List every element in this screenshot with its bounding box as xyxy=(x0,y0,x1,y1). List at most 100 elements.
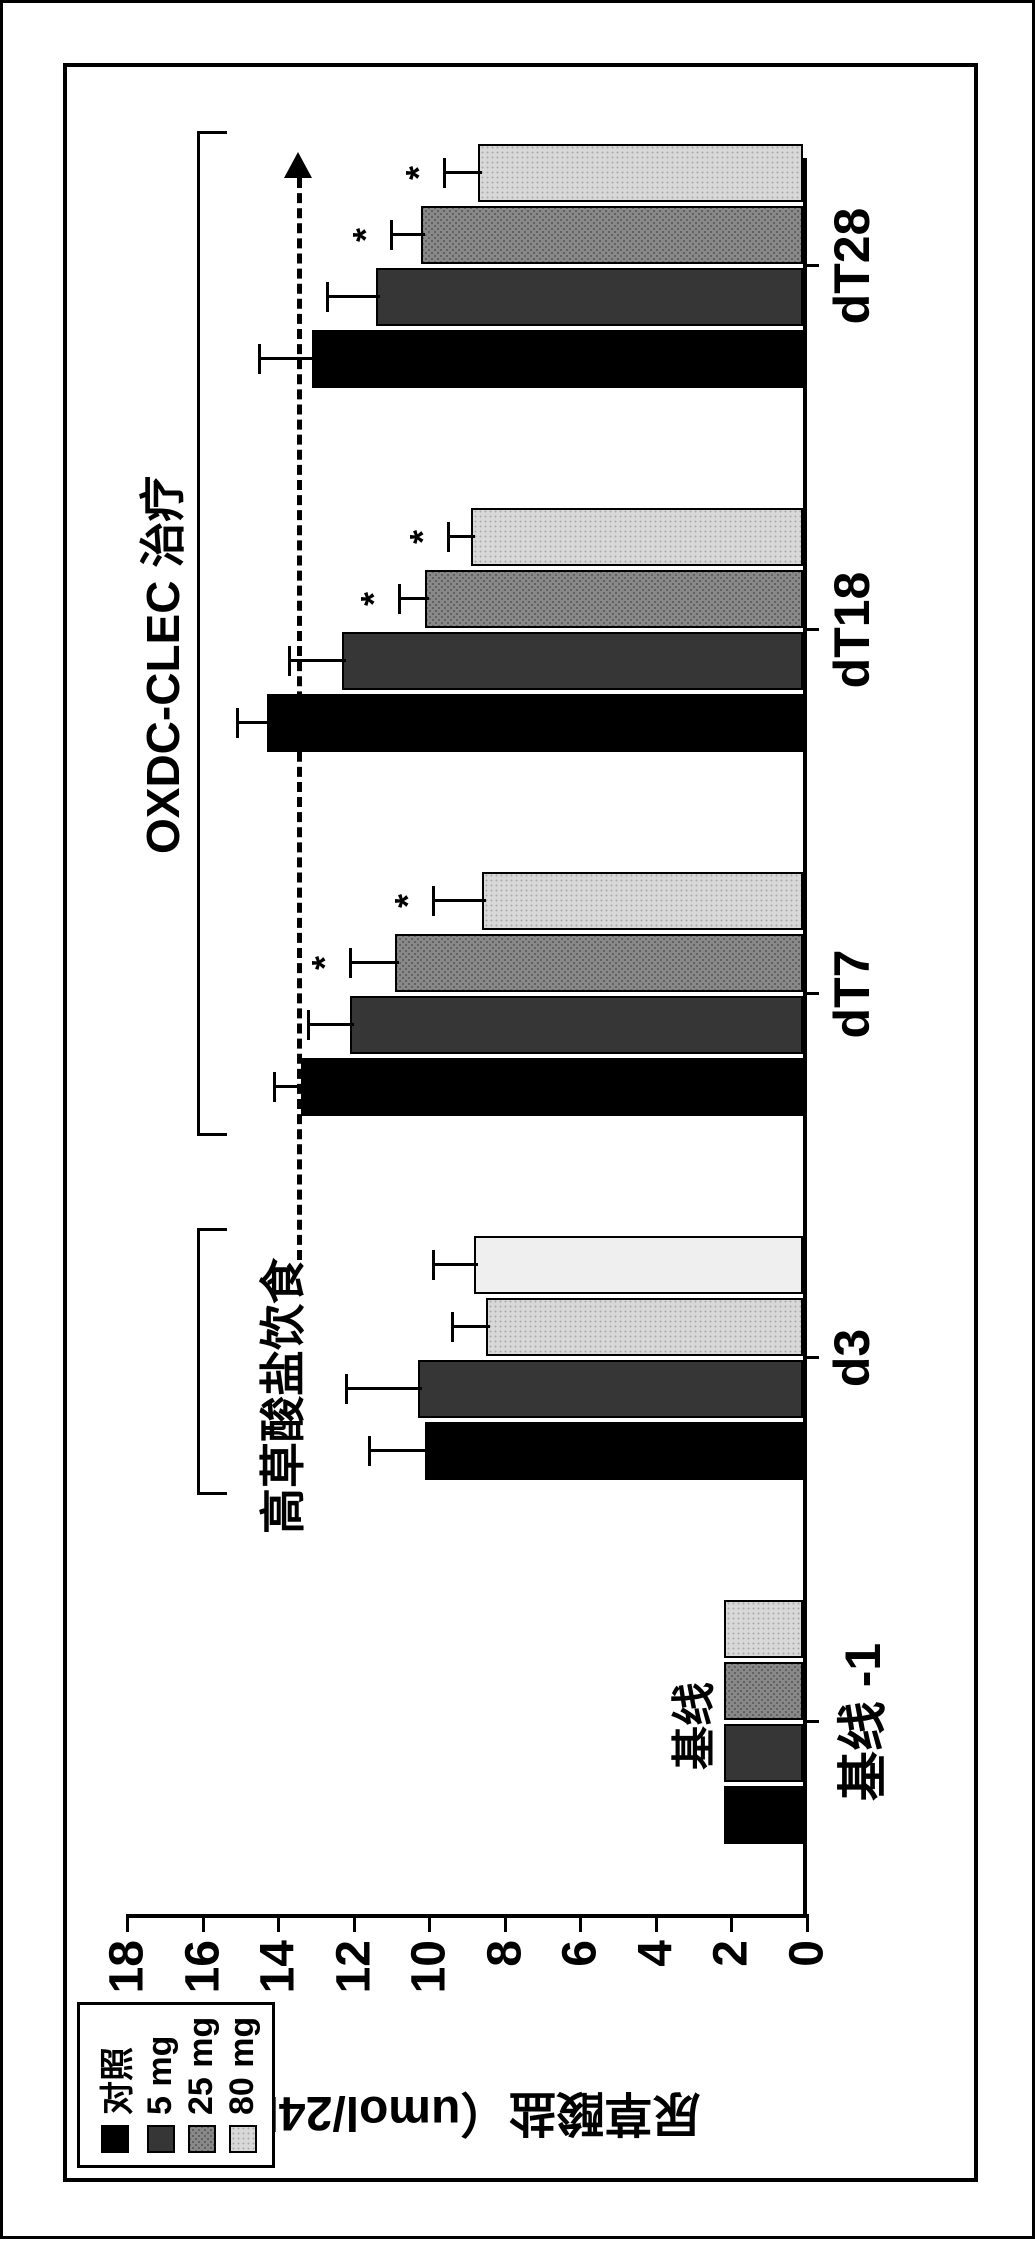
arrowhead-icon xyxy=(284,152,312,178)
y-tick xyxy=(126,1914,129,1932)
bar xyxy=(425,1422,803,1480)
y-tick xyxy=(579,1914,582,1932)
error-bar xyxy=(433,1263,478,1266)
error-cap xyxy=(349,948,352,978)
error-bar xyxy=(308,1023,353,1026)
dashed-arrow-line xyxy=(297,178,302,1260)
bar xyxy=(301,1058,803,1116)
bracket-line xyxy=(197,133,200,1135)
rotated-chart-canvas: 尿草酸盐（umol/24h) 对照5 mg25 mg80 mg 02468 10 1… xyxy=(3,3,1035,2242)
y-axis-title: 尿草酸盐（umol/24h) xyxy=(234,2083,701,2153)
error-cap xyxy=(288,646,291,676)
x-tick-label: dT7 xyxy=(823,950,881,1039)
x-tick-label: dT18 xyxy=(823,572,881,689)
bar xyxy=(482,872,803,930)
error-bar xyxy=(259,357,316,360)
bar xyxy=(471,508,803,566)
error-cap xyxy=(443,158,446,188)
bar xyxy=(486,1298,803,1356)
error-cap xyxy=(345,1374,348,1404)
chart-frame: 尿草酸盐（umol/24h) 对照5 mg25 mg80 mg 02468 10 1… xyxy=(63,63,978,2182)
legend-item: 5 mg xyxy=(141,2017,180,2153)
legend-swatch xyxy=(229,2125,257,2153)
y-tick xyxy=(504,1914,507,1932)
y-tick-label: 14 xyxy=(251,1940,306,1993)
x-tick xyxy=(803,264,819,267)
error-cap xyxy=(447,522,450,552)
y-tick xyxy=(202,1914,205,1932)
x-tick-label: dT28 xyxy=(823,208,881,325)
error-cap xyxy=(432,1250,435,1280)
error-bar xyxy=(391,233,425,236)
significance-marker: * xyxy=(387,894,429,908)
bracket-tick xyxy=(197,1133,227,1136)
y-tick-label: 0 xyxy=(780,1940,835,1967)
error-bar xyxy=(346,1387,422,1390)
bracket-line xyxy=(197,1230,200,1494)
legend-label: 25 mg xyxy=(182,2017,221,2115)
x-tick xyxy=(803,628,819,631)
legend-swatch xyxy=(147,2125,175,2153)
legend-box: 对照5 mg25 mg80 mg xyxy=(77,2002,275,2168)
y-tick-label: 12 xyxy=(326,1940,381,1993)
error-bar xyxy=(452,1325,490,1328)
error-cap xyxy=(390,220,393,250)
error-cap xyxy=(368,1436,371,1466)
legend-item: 80 mg xyxy=(223,2017,262,2153)
significance-marker: * xyxy=(402,530,444,544)
baseline-label: 基线 xyxy=(658,1682,722,1770)
legend-item: 对照 xyxy=(90,2017,139,2153)
y-tick-label: 10 xyxy=(402,1940,457,1993)
y-tick-label: 8 xyxy=(477,1940,532,1967)
error-cap xyxy=(398,584,401,614)
bar xyxy=(342,632,803,690)
legend-item: 25 mg xyxy=(182,2017,221,2153)
significance-marker: * xyxy=(398,166,440,180)
bar xyxy=(421,206,803,264)
legend-swatch xyxy=(101,2125,129,2153)
diet-label: 高草酸盐饮食 xyxy=(247,1258,313,1534)
error-cap xyxy=(236,708,239,738)
bar xyxy=(724,1786,803,1844)
bracket-tick xyxy=(197,131,227,134)
bar xyxy=(724,1600,803,1658)
bar xyxy=(474,1236,803,1294)
bar xyxy=(724,1662,803,1720)
bar xyxy=(350,996,803,1054)
bar xyxy=(418,1360,803,1418)
y-tick xyxy=(730,1914,733,1932)
plot-area: 024681012141618基线 -1d3dT7dT18dT28****** xyxy=(127,158,807,1918)
error-bar xyxy=(399,597,429,600)
error-cap xyxy=(273,1072,276,1102)
y-tick-label: 4 xyxy=(628,1940,683,1967)
legend-label: 对照 xyxy=(90,2047,139,2115)
error-cap xyxy=(258,344,261,374)
bar xyxy=(425,570,803,628)
x-tick-label: 基线 -1 xyxy=(823,1643,895,1801)
error-bar xyxy=(237,721,271,724)
y-tick-label: 18 xyxy=(100,1940,155,1993)
bar xyxy=(395,934,803,992)
bracket-tick xyxy=(197,1492,227,1495)
y-tick-label: 6 xyxy=(553,1940,608,1967)
error-bar xyxy=(350,961,399,964)
y-tick xyxy=(353,1914,356,1932)
y-tick xyxy=(428,1914,431,1932)
error-bar xyxy=(448,535,474,538)
y-tick xyxy=(277,1914,280,1932)
figure-outer-frame: 尿草酸盐（umol/24h) 对照5 mg25 mg80 mg 02468 10 1… xyxy=(0,0,1035,2239)
error-bar xyxy=(327,295,380,298)
error-cap xyxy=(451,1312,454,1342)
legend-swatch xyxy=(188,2125,216,2153)
legend-label: 80 mg xyxy=(223,2017,262,2115)
x-tick xyxy=(803,992,819,995)
bar xyxy=(267,694,803,752)
significance-marker: * xyxy=(345,228,387,242)
y-tick-label: 2 xyxy=(704,1940,759,1967)
error-bar xyxy=(444,171,482,174)
bar xyxy=(724,1724,803,1782)
treatment-label: OXDC-CLEC 治疗 xyxy=(127,476,193,854)
x-tick-label: d3 xyxy=(823,1329,881,1387)
error-cap xyxy=(432,886,435,916)
y-tick xyxy=(655,1914,658,1932)
